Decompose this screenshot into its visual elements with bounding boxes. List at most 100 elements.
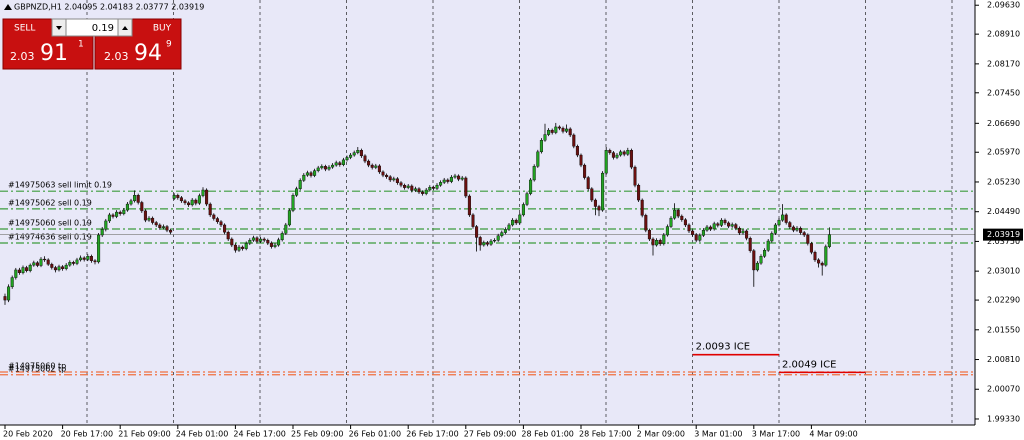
x-tick-label: 26 Feb 01:00 [349,430,401,439]
candle-body [298,180,302,189]
lot-value[interactable]: 0.19 [92,23,114,34]
candle-body [50,264,54,268]
candle-body [79,257,83,261]
candle-body [194,199,198,204]
candle-body [367,160,371,166]
candle-body [464,177,468,197]
candle-body [151,217,155,223]
candle-body [590,188,594,201]
candle-body [305,172,309,176]
candle-body [586,177,590,189]
candle-body [727,222,731,227]
candle-body [611,152,615,158]
candle-body [287,210,291,226]
candle-body [208,203,212,216]
candle-body [525,193,529,205]
ask-pips: 94 [134,41,162,66]
candle-body [35,262,39,266]
candle-body [190,199,194,206]
candle-body [262,238,266,241]
candle-body [705,226,709,231]
candle-body [147,217,151,221]
candle-body [86,256,90,260]
candle-body [701,229,705,236]
candle-body [773,224,777,234]
y-tick-label: 2.03010 [987,267,1020,276]
candle-body [687,224,691,232]
sell-box[interactable] [2,18,94,70]
candle-body [201,189,205,196]
candle-body [572,134,576,147]
candle-body [712,223,716,230]
candle-body [777,219,781,226]
candle-body [309,172,313,176]
y-tick-label: 2.04490 [987,207,1020,216]
candle-body [259,238,263,242]
buy-label[interactable]: BUY [153,24,172,34]
candle-body [503,229,507,233]
y-tick-label: 2.05230 [987,177,1020,186]
candle-body [154,222,158,226]
candle-body [629,150,633,168]
candle-body [759,256,763,264]
candle-body [215,218,219,222]
candle-body [115,211,119,217]
candle-body [550,129,554,133]
candle-body [345,157,349,161]
lot-up-arrow [122,26,128,30]
candle-body [568,128,572,136]
candle-body [97,234,101,263]
candle-body [709,226,713,230]
candle-body [557,126,561,129]
candle-body [161,226,165,228]
bid-big: 2.03 [10,50,35,63]
candle-body [755,262,759,271]
x-tick-label: 25 Feb 09:00 [291,430,343,439]
sell-label[interactable]: SELL [14,24,35,34]
candle-body [547,129,551,135]
candle-body [471,214,475,227]
candle-body [3,296,7,301]
candle-body [518,214,522,224]
candle-body [17,269,21,273]
candle-body [179,197,183,202]
candle-body [827,234,831,247]
candle-body [817,259,821,264]
ask-big: 2.03 [104,50,129,63]
candle-body [457,175,461,180]
candle-body [266,240,270,244]
candle-body [795,227,799,231]
candle-body [741,230,745,234]
y-tick-label: 2.09630 [987,1,1020,10]
candle-body [233,244,237,251]
candle-body [622,151,626,155]
y-tick-label: 2.08170 [987,59,1020,68]
candle-body [719,219,723,226]
candle-body [683,219,687,226]
candle-body [619,151,623,156]
candle-body [770,233,774,242]
candle-body [496,235,500,241]
candle-body [482,242,486,246]
candle-body [43,258,47,261]
candle-body [431,186,435,189]
candle-body [352,152,356,156]
candle-body [197,195,201,204]
candle-body [118,211,122,214]
order-label: #14975060 sell 0.19 [8,218,92,227]
candle-body [341,159,345,165]
bid-point: 1 [78,40,84,50]
candle-body [129,200,133,205]
candle-body [673,209,677,219]
candle-body [158,224,162,228]
x-tick-label: 28 Feb 17:00 [579,430,631,439]
candle-body [255,237,259,242]
candle-body [363,155,367,162]
y-tick-label: 2.02290 [987,296,1020,305]
x-tick-label: 27 Feb 09:00 [464,430,516,439]
candle-body [10,277,14,288]
lot-down-arrow [56,26,62,30]
candle-body [655,240,659,246]
candle-body [53,267,57,271]
